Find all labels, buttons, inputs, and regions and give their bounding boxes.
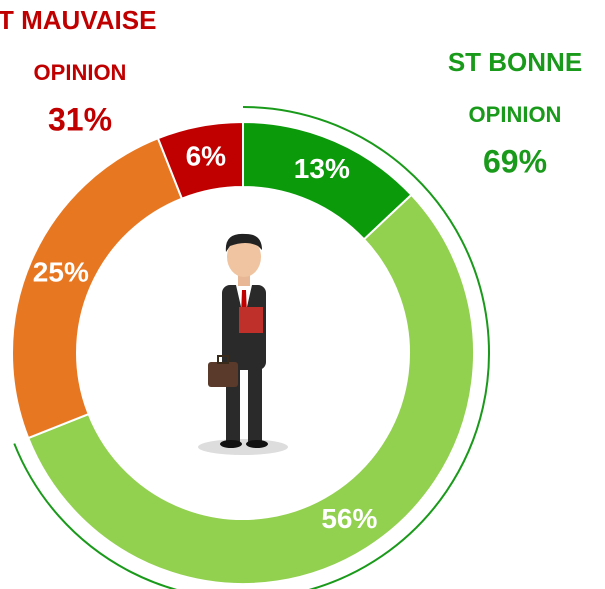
group-label: ST BONNE bbox=[448, 47, 582, 77]
person-figure bbox=[198, 233, 288, 455]
group-label: T MAUVAISE bbox=[0, 5, 156, 35]
donut-segment bbox=[11, 136, 184, 440]
donut-segment bbox=[156, 120, 244, 200]
group-value-label: 69% bbox=[483, 143, 547, 179]
group-label: OPINION bbox=[469, 102, 562, 127]
group-arc bbox=[13, 106, 490, 589]
value-label: 13% bbox=[294, 153, 350, 184]
donut-segment bbox=[26, 193, 475, 585]
group-value-label: 31% bbox=[48, 101, 112, 137]
value-label: 25% bbox=[33, 257, 89, 288]
value-label: 6% bbox=[186, 140, 227, 171]
value-label: 56% bbox=[321, 503, 377, 534]
group-label: OPINION bbox=[34, 60, 127, 85]
